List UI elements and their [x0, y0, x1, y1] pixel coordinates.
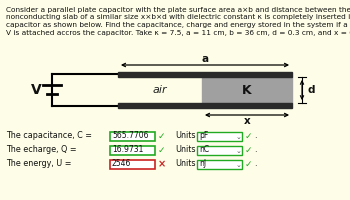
Text: Units: Units — [175, 132, 196, 140]
Text: The energy, U =: The energy, U = — [6, 160, 71, 168]
FancyBboxPatch shape — [197, 132, 242, 140]
Bar — [118, 72, 292, 77]
Text: ⌄: ⌄ — [236, 148, 242, 154]
Text: x: x — [244, 116, 250, 126]
Text: air: air — [153, 85, 167, 95]
Text: 16.9731: 16.9731 — [112, 146, 144, 154]
Text: ✓: ✓ — [245, 146, 252, 154]
Text: ⌄: ⌄ — [236, 162, 242, 168]
Text: The echarge, Q =: The echarge, Q = — [6, 146, 77, 154]
Text: nonconducting slab of a similar size x×b×d with dielectric constant κ is complet: nonconducting slab of a similar size x×b… — [6, 15, 350, 21]
Text: .: . — [254, 132, 257, 140]
Text: 565.7706: 565.7706 — [112, 132, 148, 140]
FancyBboxPatch shape — [110, 146, 155, 154]
Text: nC: nC — [199, 146, 209, 154]
Text: Κ: Κ — [242, 84, 252, 97]
Bar — [118, 103, 292, 108]
Text: V is attached accros the capacitor. Take κ = 7.5, a = 11 cm, b = 36 cm, d = 0.3 : V is attached accros the capacitor. Take… — [6, 29, 350, 36]
FancyBboxPatch shape — [197, 160, 242, 168]
Text: nJ: nJ — [199, 160, 206, 168]
Text: ✓: ✓ — [158, 146, 166, 154]
FancyBboxPatch shape — [110, 132, 155, 140]
Text: Units: Units — [175, 160, 196, 168]
Text: .: . — [254, 146, 257, 154]
Text: pF: pF — [199, 132, 208, 140]
Text: ×: × — [158, 159, 166, 169]
Bar — [202, 77, 292, 103]
Text: 2546: 2546 — [112, 160, 131, 168]
Text: V: V — [31, 83, 41, 97]
Text: ⌄: ⌄ — [236, 134, 242, 140]
Text: Consider a parallel plate capacitor with the plate surface area a×b and distance: Consider a parallel plate capacitor with… — [6, 7, 350, 13]
Text: a: a — [202, 54, 209, 64]
Text: The capacitance, C =: The capacitance, C = — [6, 132, 92, 140]
FancyBboxPatch shape — [110, 160, 155, 168]
Text: d: d — [308, 85, 315, 95]
FancyBboxPatch shape — [197, 146, 242, 154]
Text: Units: Units — [175, 146, 196, 154]
Text: .: . — [254, 160, 257, 168]
Text: ✓: ✓ — [158, 132, 166, 140]
Text: ✓: ✓ — [245, 132, 252, 140]
Text: ✓: ✓ — [245, 160, 252, 168]
Text: capacitor as shown below. Find the capacitance, charge and energy stored in the : capacitor as shown below. Find the capac… — [6, 22, 350, 28]
